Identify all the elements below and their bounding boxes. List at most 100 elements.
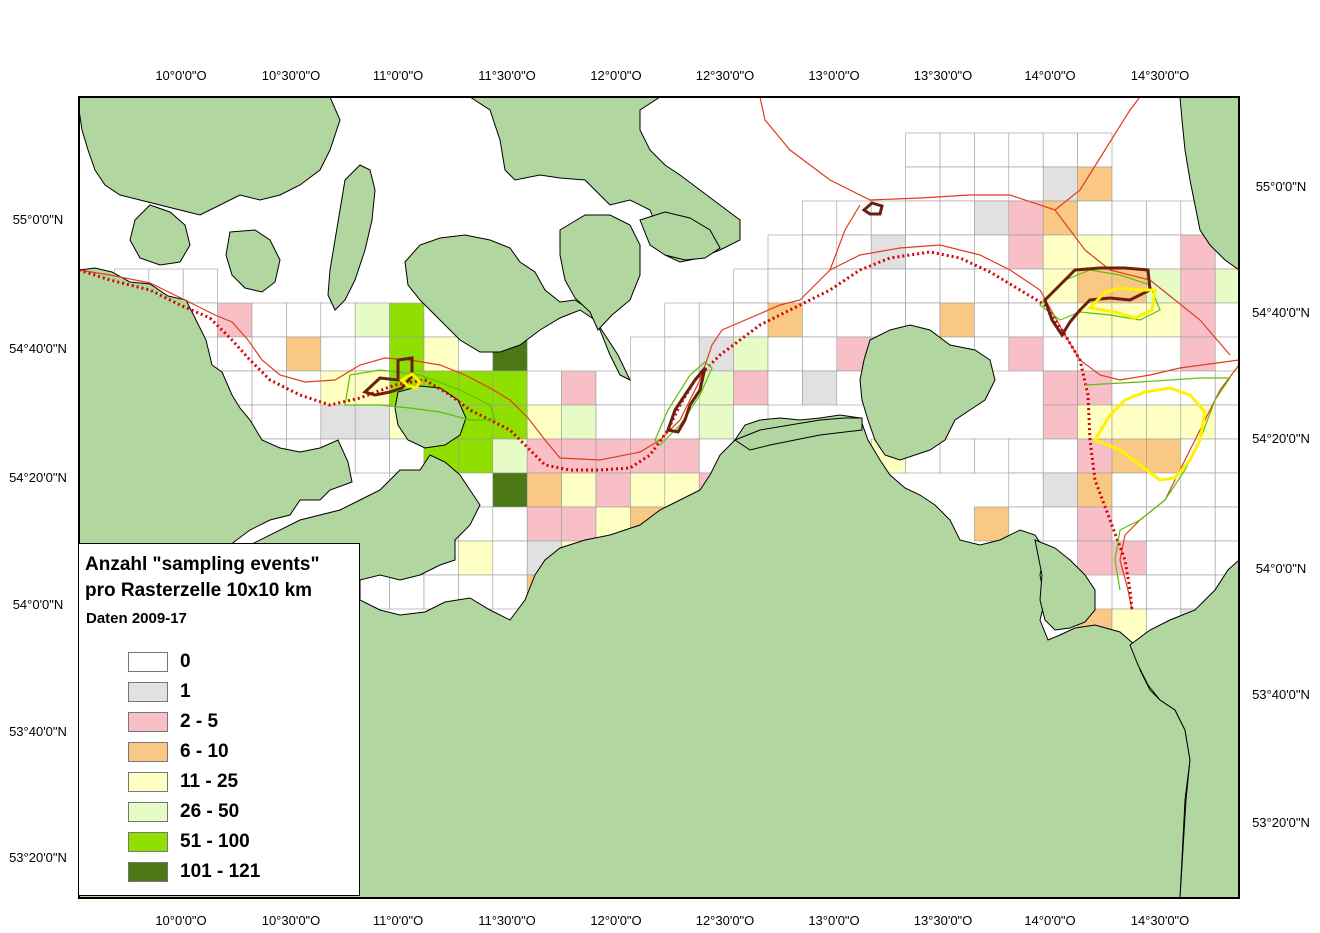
grid-cell <box>595 472 631 508</box>
natura-brown-fehmarnbelt <box>362 356 414 397</box>
grid-cell <box>1042 438 1078 474</box>
boundary-line-territorial <box>79 244 1239 461</box>
land-ruegen <box>859 324 996 461</box>
dotted-line-route <box>79 250 1134 611</box>
grid-cell <box>664 302 700 338</box>
grid-cell <box>767 336 803 372</box>
grid-cell <box>595 404 631 440</box>
axis-tick-label: 10°0'0"O <box>155 68 206 83</box>
grid-cell <box>1008 268 1044 304</box>
natura-brown-adlergrund-small <box>861 201 884 216</box>
grid-cell <box>526 404 562 440</box>
grid-cell <box>492 540 528 576</box>
grid-cell <box>1008 336 1044 372</box>
legend-label: 101 - 121 <box>180 861 261 882</box>
grid-cell <box>1214 506 1239 542</box>
grid-cell <box>664 336 700 372</box>
grid-cell <box>354 370 390 406</box>
grid-cell <box>698 404 734 440</box>
grid-cell <box>1180 268 1216 304</box>
grid-cell <box>905 268 941 304</box>
legend-swatch <box>128 682 168 702</box>
legend-swatch <box>128 862 168 882</box>
axis-left-latitudes: 55°0'0"N 54°40'0"N 54°20'0"N 54°0'0"N 53°40'… <box>9 212 67 865</box>
legend-swatch <box>128 802 168 822</box>
grid-cell <box>492 506 528 542</box>
axis-right-latitudes: 55°0'0"N 54°40'0"N 54°20'0"N 54°0'0"N 53°40'… <box>1252 179 1310 830</box>
grid-cell <box>320 404 356 440</box>
grid-cell <box>939 438 975 474</box>
axis-tick-label: 53°40'0"N <box>9 724 67 739</box>
grid-cell <box>561 404 597 440</box>
axis-tick-label: 13°30'0"O <box>914 68 973 83</box>
grid-cell <box>767 234 803 270</box>
grid-cell <box>974 166 1010 202</box>
grid-cell <box>870 268 906 304</box>
legend-label: 6 - 10 <box>180 741 229 762</box>
grid-cell <box>1214 472 1239 508</box>
axis-tick-label: 11°0'0"O <box>373 913 423 928</box>
grid-cell <box>836 268 872 304</box>
grid-cell <box>1077 234 1113 270</box>
natura-green-outline-1 <box>344 369 496 421</box>
land-darss <box>733 417 863 451</box>
axis-tick-label: 53°20'0"N <box>1252 815 1310 830</box>
grid-cell <box>1111 200 1147 236</box>
grid-cell <box>870 200 906 236</box>
legend-swatch <box>128 652 168 672</box>
grid-cell <box>802 336 838 372</box>
grid-cell <box>1180 472 1216 508</box>
grid-cell <box>1214 438 1239 474</box>
grid-cell <box>1042 132 1078 168</box>
grid-cell <box>1146 404 1182 440</box>
axis-tick-label: 53°40'0"N <box>1252 687 1310 702</box>
natura-green-outline-2 <box>654 361 713 446</box>
grid-cell <box>630 336 666 372</box>
grid-cell <box>802 268 838 304</box>
grid-cell <box>492 472 528 508</box>
grid-cell <box>1008 472 1044 508</box>
grid-cell <box>1042 404 1078 440</box>
land-fehmarn <box>394 385 467 449</box>
grid-cell <box>1008 166 1044 202</box>
grid-cell <box>561 438 597 474</box>
legend-swatch <box>128 742 168 762</box>
grid-cell <box>733 268 769 304</box>
grid-cell <box>630 404 666 440</box>
legend-label: 11 - 25 <box>180 771 239 792</box>
grid-cell <box>802 200 838 236</box>
grid-cell <box>1077 540 1113 576</box>
grid-cell <box>1042 472 1078 508</box>
grid-cell <box>526 370 562 406</box>
axis-tick-label: 11°30'0"O <box>478 913 536 928</box>
grid-cell <box>1180 540 1216 576</box>
legend-title-line2: pro Rasterzelle 10x10 km <box>85 580 313 601</box>
legend-label: 0 <box>180 651 191 672</box>
grid-cell <box>1111 336 1147 372</box>
axis-tick-label: 10°0'0"O <box>155 913 206 928</box>
axis-tick-label: 53°20'0"N <box>9 850 67 865</box>
boundary-line-eez <box>759 97 1141 211</box>
land-funen <box>79 97 341 216</box>
grid-cell <box>1214 370 1239 406</box>
axis-tick-label: 14°30'0"O <box>1131 913 1190 928</box>
grid-cell <box>458 438 494 474</box>
grid-cell <box>1146 200 1182 236</box>
grid-cell <box>1077 166 1113 202</box>
axis-tick-label: 10°30'0"O <box>262 913 321 928</box>
grid-cell <box>1146 438 1182 474</box>
axis-tick-label: 11°30'0"O <box>478 68 536 83</box>
grid-cell <box>1180 370 1216 406</box>
grid-cell <box>1180 506 1216 542</box>
grid-cell <box>1111 234 1147 270</box>
axis-tick-label: 54°0'0"N <box>13 597 64 612</box>
grid-cell <box>939 132 975 168</box>
grid-cell <box>974 234 1010 270</box>
grid-cell <box>1008 234 1044 270</box>
grid-cell <box>595 438 631 474</box>
legend-subtitle: Daten 2009-17 <box>86 610 187 627</box>
grid-cell <box>1111 472 1147 508</box>
axis-tick-label: 14°0'0"O <box>1024 913 1075 928</box>
grid-cell <box>630 472 666 508</box>
land-langeland <box>327 164 376 311</box>
